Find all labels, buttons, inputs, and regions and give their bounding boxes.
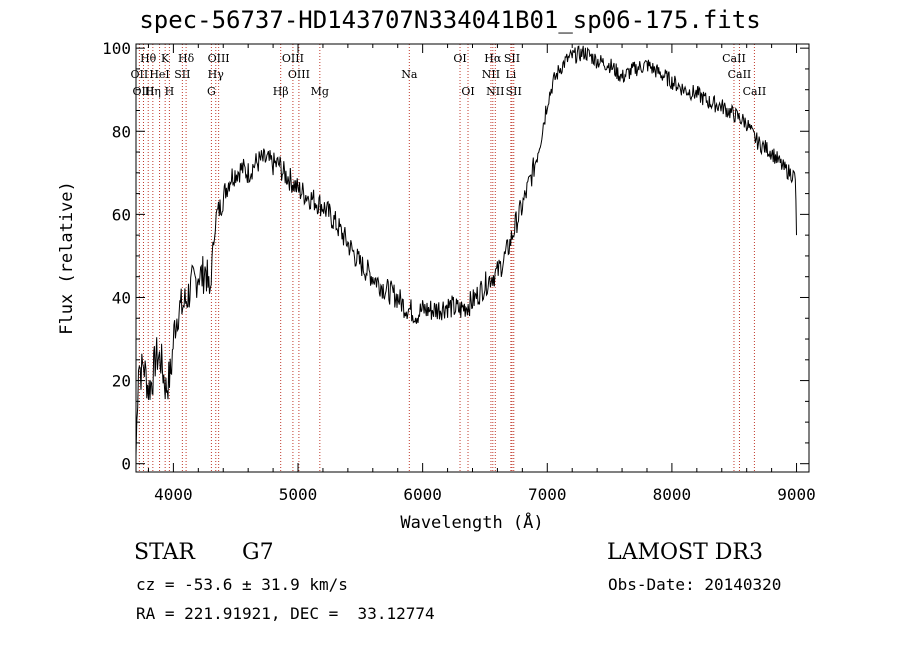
line-label-3: OIII xyxy=(208,52,230,65)
chart-title: spec-56737-HD143707N334041B01_sp06-175.f… xyxy=(139,6,761,34)
line-label-22: Hβ xyxy=(273,85,289,98)
x-tick-label-5: 9000 xyxy=(777,485,816,504)
line-label-2: Hδ xyxy=(178,52,195,65)
line-label-10: HeI xyxy=(149,68,169,81)
observation-date: Obs-Date: 20140320 xyxy=(608,575,782,594)
line-label-1: K xyxy=(161,52,170,65)
line-label-8: CaII xyxy=(722,52,746,65)
line-label-27: CaII xyxy=(743,85,767,98)
line-label-17: CaII xyxy=(728,68,752,81)
line-label-0: Hθ xyxy=(140,52,157,65)
line-label-16: Li xyxy=(505,68,516,81)
y-tick-label-5: 100 xyxy=(102,39,131,58)
y-tick-label-1: 20 xyxy=(112,372,131,391)
line-label-26: SII xyxy=(506,85,522,98)
redshift-value: cz = -53.6 ± 31.9 km/s xyxy=(136,575,348,594)
line-label-15: NII xyxy=(482,68,500,81)
line-label-4: OIII xyxy=(282,52,304,65)
y-tick-label-2: 40 xyxy=(112,288,131,307)
line-label-24: OI xyxy=(461,85,474,98)
survey-name: LAMOST DR3 xyxy=(607,540,763,565)
coordinates: RA = 221.91921, DEC = 33.12774 xyxy=(136,604,435,623)
line-label-19: Hη xyxy=(145,85,161,98)
line-label-25: NII xyxy=(486,85,504,98)
line-label-6: Hα xyxy=(484,52,502,65)
line-label-12: Hγ xyxy=(208,68,225,81)
x-tick-label-4: 8000 xyxy=(653,485,692,504)
axis-ticks: 4000 5000 6000 7000 8000 9000 0 20 40 60 80 100 xyxy=(102,39,816,504)
line-label-21: G xyxy=(207,85,216,98)
line-label-23: Mg xyxy=(311,85,329,98)
line-label-7: SII xyxy=(504,52,520,65)
x-axis-label: Wavelength (Å) xyxy=(400,511,543,533)
y-tick-label-3: 60 xyxy=(112,205,131,224)
x-tick-label-2: 6000 xyxy=(403,485,442,504)
x-tick-label-0: 4000 xyxy=(154,485,193,504)
line-label-20: H xyxy=(165,85,175,98)
spectral-subclass: G7 xyxy=(242,540,274,565)
line-label-18: OIII xyxy=(132,85,154,98)
line-label-13: OIII xyxy=(288,68,310,81)
y-axis-label: Flux (relative) xyxy=(57,181,77,335)
spectrum-line xyxy=(135,45,797,456)
line-label-11: SII xyxy=(174,68,190,81)
object-class: STAR xyxy=(134,540,195,565)
y-tick-label-4: 80 xyxy=(112,122,131,141)
x-tick-label-3: 7000 xyxy=(528,485,567,504)
line-label-5: OI xyxy=(453,52,466,65)
emission-line-markers xyxy=(138,44,755,472)
x-tick-label-1: 5000 xyxy=(279,485,318,504)
y-tick-label-0: 0 xyxy=(121,455,131,474)
line-label-9: OII xyxy=(131,68,149,81)
line-label-14: Na xyxy=(401,68,418,81)
